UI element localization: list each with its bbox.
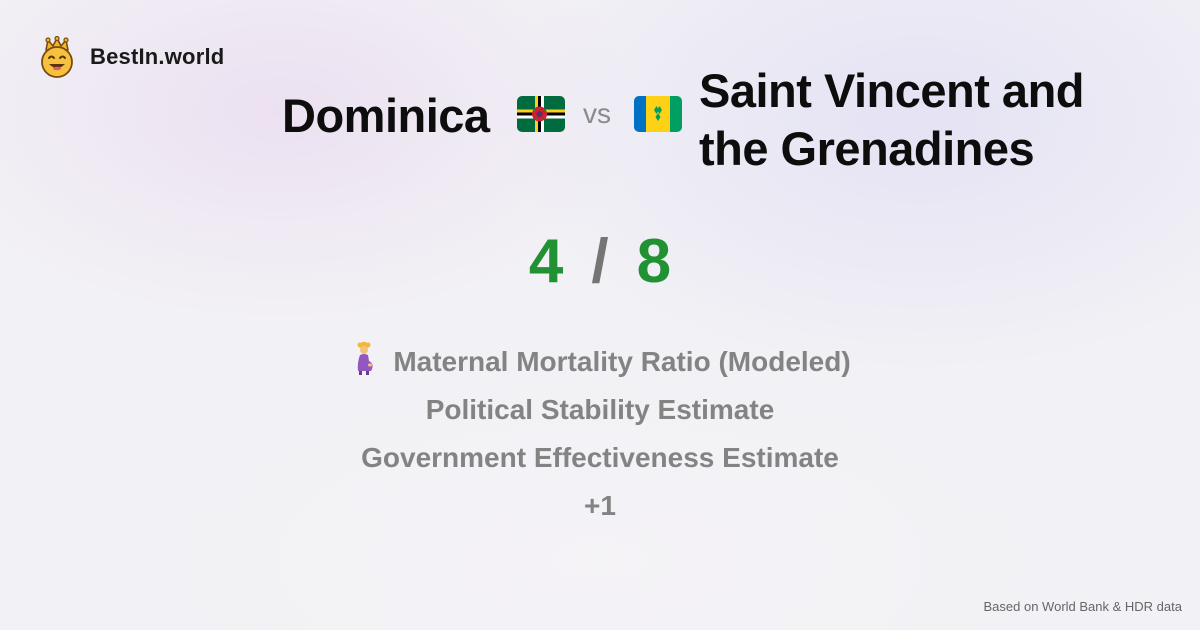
dominica-flag-icon: [517, 96, 565, 132]
country-b-name[interactable]: Saint Vincent and the Grenadines: [699, 62, 1139, 178]
metric-item: Political Stability Estimate: [0, 386, 1200, 434]
crowned-smiley-icon: [41, 36, 73, 78]
metric-item: Maternal Mortality Ratio (Modeled): [0, 338, 1200, 386]
brand-name: BestIn.world: [90, 44, 225, 69]
vs-label: vs: [583, 98, 611, 129]
pregnant-woman-icon: [357, 341, 373, 375]
country-a-name[interactable]: Dominica: [282, 89, 490, 142]
metric-label: Maternal Mortality Ratio (Modeled): [393, 346, 851, 377]
saint-vincent-flag-icon: [634, 96, 682, 132]
country-b-line1: Saint Vincent and: [699, 64, 1085, 117]
score-a: 4: [528, 227, 564, 296]
country-b-line2: the Grenadines: [699, 122, 1035, 175]
score-separator: /: [591, 227, 609, 296]
data-source-note: Based on World Bank & HDR data: [983, 599, 1182, 614]
score-b: 8: [636, 227, 672, 296]
score: 4 / 8: [0, 224, 1200, 300]
metric-label: Government Effectiveness Estimate: [361, 442, 839, 473]
more-metrics-count: +1: [0, 482, 1200, 530]
metrics-list: Maternal Mortality Ratio (Modeled) Polit…: [0, 338, 1200, 530]
metric-label: +1: [584, 490, 616, 521]
brand[interactable]: BestIn.world: [38, 36, 224, 78]
metric-label: Political Stability Estimate: [425, 394, 775, 425]
metric-item: Government Effectiveness Estimate: [0, 434, 1200, 482]
comparison-title: Dominica vs Saint Vincent and the Grenad…: [0, 58, 1200, 178]
